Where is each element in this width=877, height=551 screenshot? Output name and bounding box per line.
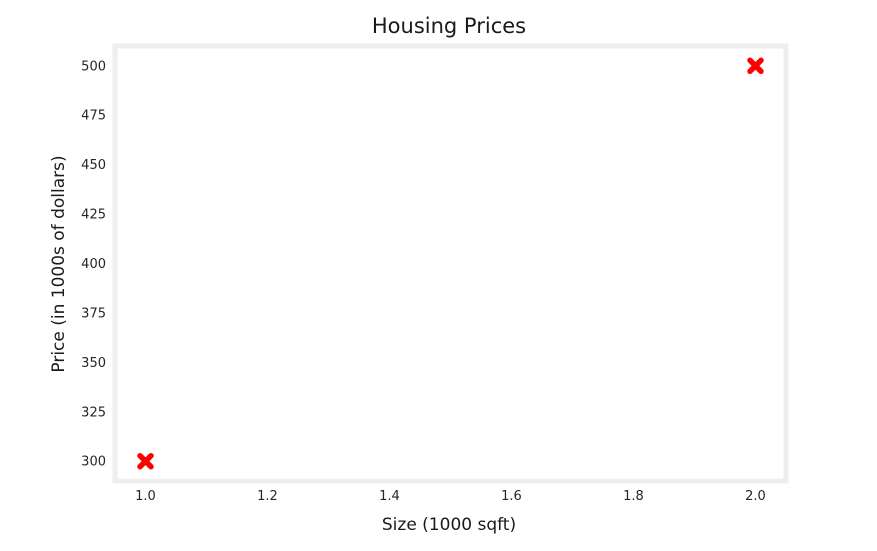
x-tick-label: 2.0: [745, 489, 766, 504]
x-tick-label: 1.0: [135, 489, 156, 504]
y-axis-label: Price (in 1000s of dollars): [49, 155, 69, 372]
x-tick-label: 1.8: [623, 489, 644, 504]
y-axis-ticks: 300 325 350 375 400 425 450 475 500: [81, 59, 106, 469]
chart-title: Housing Prices: [372, 14, 526, 38]
plot-frame: [112, 43, 789, 484]
x-axis-label: Size (1000 sqft): [382, 515, 516, 535]
x-axis-ticks: 1.0 1.2 1.4 1.6 1.8 2.0: [135, 489, 766, 504]
y-tick-label: 500: [81, 59, 106, 74]
x-tick-label: 1.2: [257, 489, 278, 504]
y-tick-label: 400: [81, 257, 106, 272]
y-tick-label: 450: [81, 158, 106, 173]
y-tick-label: 300: [81, 455, 106, 470]
data-point: [747, 57, 764, 75]
data-point: [137, 452, 154, 470]
y-tick-label: 475: [81, 109, 106, 124]
y-tick-label: 375: [81, 306, 106, 321]
x-tick-label: 1.4: [379, 489, 400, 504]
data-points: [137, 57, 764, 470]
y-tick-label: 350: [81, 356, 106, 371]
y-tick-label: 425: [81, 208, 106, 223]
y-tick-label: 325: [81, 405, 106, 420]
x-tick-label: 1.6: [501, 489, 522, 504]
